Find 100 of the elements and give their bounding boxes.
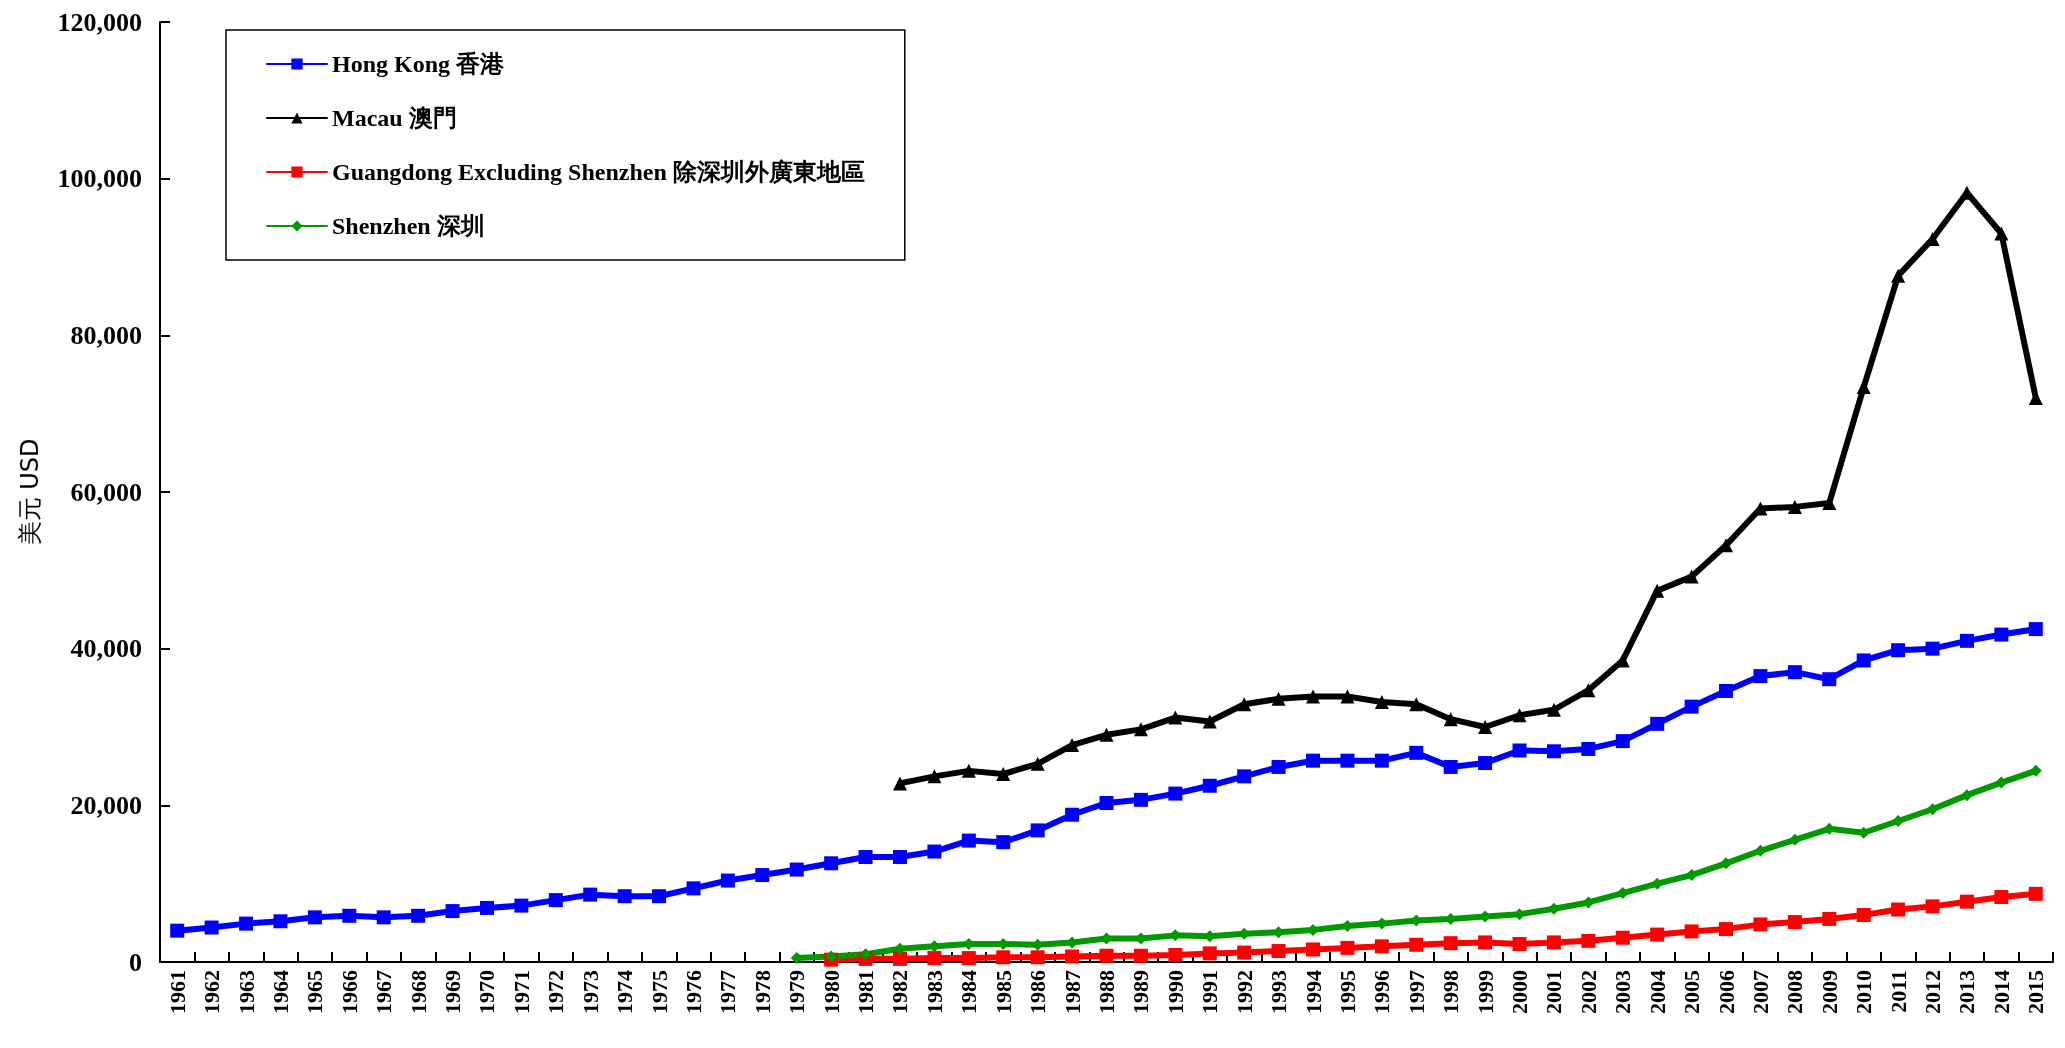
point [1065, 738, 1080, 753]
point [652, 889, 667, 904]
y-tick-label: 100,000 [57, 164, 142, 194]
point [1340, 689, 1355, 704]
x-tick-label: 1990 [1162, 970, 1188, 1014]
x-tick-label: 1992 [1231, 970, 1257, 1014]
point [996, 835, 1011, 850]
x-tick-label: 1986 [1025, 970, 1051, 1014]
point [411, 908, 426, 923]
x-tick-label: 1971 [508, 970, 534, 1014]
y-tick-label: 60,000 [70, 477, 142, 507]
x-tick-label: 2004 [1644, 970, 1670, 1014]
point [1581, 741, 1596, 756]
point [1684, 569, 1699, 584]
point [1787, 499, 1802, 514]
point [1684, 924, 1699, 939]
point [548, 893, 563, 908]
point [789, 862, 804, 877]
point [1374, 753, 1389, 768]
point [1719, 683, 1734, 698]
point [1891, 643, 1906, 658]
y-tick-label: 40,000 [70, 634, 142, 664]
point [1581, 933, 1596, 948]
point [1959, 894, 1974, 909]
x-tick-label: 1987 [1059, 970, 1085, 1014]
point [1271, 944, 1286, 959]
point [1581, 683, 1596, 698]
point [1822, 911, 1837, 926]
point [170, 923, 185, 938]
y-tick-label: 80,000 [70, 320, 142, 350]
x-tick-label: 2000 [1507, 970, 1533, 1014]
y-axis-title: 美元 USD [16, 438, 44, 546]
x-tick-label: 1996 [1369, 970, 1395, 1014]
point [1753, 669, 1768, 684]
point [755, 868, 770, 883]
point [892, 951, 907, 966]
y-tick-label: 20,000 [70, 790, 142, 820]
x-tick-label: 1989 [1128, 970, 1154, 1014]
point [859, 948, 872, 961]
point [720, 873, 735, 888]
point [1099, 948, 1114, 963]
point [1271, 691, 1286, 706]
point [1237, 945, 1252, 960]
point [1478, 935, 1493, 950]
x-tick-label: 2007 [1747, 970, 1773, 1014]
point [1719, 922, 1734, 937]
x-tick-label: 1982 [887, 970, 913, 1014]
x-tick-label: 2011 [1885, 970, 1911, 1013]
point [342, 908, 357, 923]
legend-label: Macau 澳門 [332, 105, 457, 131]
point [1512, 936, 1527, 951]
point [1168, 786, 1183, 801]
x-tick-label: 1995 [1334, 970, 1360, 1014]
point [996, 767, 1011, 781]
x-tick-label: 1966 [336, 970, 362, 1014]
point [2028, 622, 2043, 637]
point [307, 910, 322, 925]
point [445, 904, 460, 919]
point [1650, 583, 1665, 598]
point [1237, 769, 1252, 784]
point [1891, 902, 1906, 917]
point [1202, 714, 1217, 729]
point [583, 887, 598, 902]
point [2029, 764, 2042, 777]
x-tick-label: 1988 [1094, 970, 1119, 1014]
x-tick-label: 1974 [612, 970, 638, 1014]
point [1787, 665, 1802, 680]
x-tick-label: 1978 [749, 970, 775, 1014]
x-tick-label: 1998 [1438, 970, 1464, 1014]
legend-label: Hong Kong 香港 [332, 51, 506, 77]
legend-label: Guangdong Excluding Shenzhen 除深圳外廣東地區 [332, 159, 865, 185]
x-tick-label: 1981 [853, 970, 879, 1014]
point [1684, 699, 1699, 714]
x-tick-label: 1975 [646, 970, 672, 1014]
x-tick-label: 2014 [1988, 970, 2014, 1014]
point [239, 916, 254, 931]
point [1787, 915, 1802, 930]
x-tick-label: 1962 [199, 970, 225, 1014]
point [1994, 226, 2009, 241]
point [1478, 756, 1493, 771]
point [1443, 936, 1458, 951]
point [479, 900, 494, 915]
point [1099, 727, 1114, 742]
point [1168, 947, 1183, 962]
point [1340, 940, 1355, 955]
point [1685, 869, 1698, 882]
point [824, 856, 839, 871]
x-tick-label: 2009 [1816, 970, 1842, 1014]
point [2028, 886, 2043, 901]
x-tick-label: 1972 [543, 970, 569, 1014]
x-tick-label: 2002 [1575, 970, 1601, 1014]
point [1788, 833, 1801, 846]
point [1856, 380, 1871, 395]
x-tick-label: 1993 [1266, 970, 1292, 1014]
point [1340, 753, 1355, 768]
x-tick-label: 1999 [1472, 970, 1498, 1014]
point [927, 844, 942, 859]
y-tick-label: 0 [129, 947, 142, 977]
point [1856, 908, 1871, 922]
point [1133, 792, 1148, 807]
